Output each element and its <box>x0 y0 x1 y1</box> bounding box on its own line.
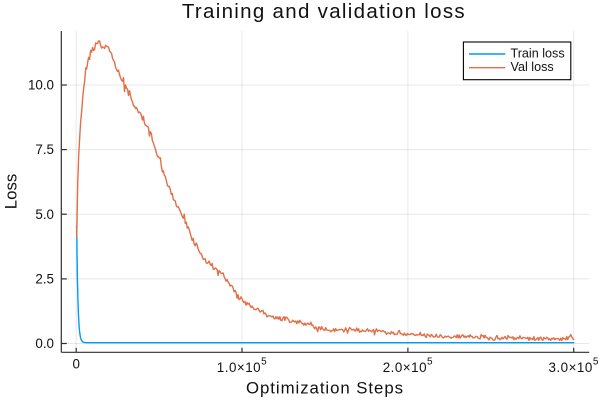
svg-text:0: 0 <box>72 357 79 372</box>
svg-text:Val loss: Val loss <box>511 60 554 74</box>
svg-text:1.0×105: 1.0×105 <box>217 357 267 376</box>
svg-text:Optimization Steps: Optimization Steps <box>246 379 404 398</box>
svg-text:5.0: 5.0 <box>35 207 54 222</box>
svg-text:0.0: 0.0 <box>35 336 54 351</box>
svg-text:Training and validation loss: Training and validation loss <box>182 0 466 23</box>
svg-text:2.5: 2.5 <box>35 271 54 286</box>
svg-text:Loss: Loss <box>2 174 21 209</box>
svg-text:10.0: 10.0 <box>28 78 54 93</box>
svg-text:7.5: 7.5 <box>35 142 54 157</box>
svg-text:Train loss: Train loss <box>511 47 565 61</box>
svg-text:3.0×105: 3.0×105 <box>548 357 598 376</box>
svg-text:2.0×105: 2.0×105 <box>383 357 433 376</box>
